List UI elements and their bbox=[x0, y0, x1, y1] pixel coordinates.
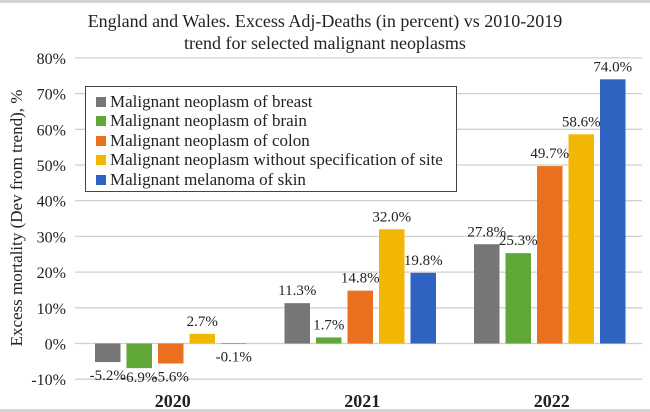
legend-swatch-colon bbox=[96, 135, 106, 146]
data-label-breast-2022: 27.8% bbox=[467, 224, 506, 240]
bar-colon-2022 bbox=[537, 166, 563, 344]
data-label-colon-2021: 14.8% bbox=[341, 271, 380, 287]
legend-label-melanoma: Malignant melanoma of skin bbox=[110, 169, 306, 189]
y-tick-label: 0% bbox=[45, 337, 66, 354]
bar-melanoma-2021 bbox=[410, 272, 436, 344]
legend-item-melanoma: Malignant melanoma of skin bbox=[96, 170, 456, 190]
bar-brain-2020 bbox=[126, 343, 152, 369]
y-tick-label: 30% bbox=[37, 229, 66, 246]
x-tick-label: 2022 bbox=[534, 391, 570, 411]
y-tick-label: 20% bbox=[37, 265, 66, 282]
legend-label-colon: Malignant neoplasm of colon bbox=[110, 130, 310, 150]
data-label-unspecified-2021: 32.0% bbox=[372, 209, 411, 225]
x-tick-labels: 2020 2021 2022 bbox=[155, 391, 570, 411]
y-tick-label: 60% bbox=[37, 122, 66, 139]
bar-melanoma-2022 bbox=[600, 79, 626, 344]
data-label-unspecified-2022: 58.6% bbox=[562, 114, 601, 130]
x-tick-label: 2020 bbox=[155, 391, 191, 411]
bar-unspecified-2020 bbox=[189, 333, 215, 344]
y-tick-label: 10% bbox=[37, 301, 66, 318]
bar-brain-2022 bbox=[505, 253, 531, 344]
chart-title: England and Wales. Excess Adj-Deaths (in… bbox=[0, 10, 650, 54]
data-label-melanoma-2021: 19.8% bbox=[404, 253, 443, 269]
legend-swatch-melanoma bbox=[96, 174, 106, 185]
data-label-brain-2021: 1.7% bbox=[313, 317, 344, 333]
data-labels: -5.2%-6.9%-5.6% 2.7% -0.1% 11.3% 1.7% 14.8% 32… bbox=[90, 59, 633, 386]
data-label-breast-2020: -5.2% bbox=[90, 368, 126, 384]
legend-label-brain: Malignant neoplasm of brain bbox=[110, 111, 307, 131]
y-tick-label: 50% bbox=[37, 158, 66, 175]
bar-colon-2021 bbox=[347, 290, 373, 344]
data-label-brain-2022: 25.3% bbox=[499, 233, 538, 249]
data-label-melanoma-2020: -0.1% bbox=[216, 350, 252, 366]
legend-label-breast: Malignant neoplasm of breast bbox=[110, 91, 313, 111]
legend-label-unspecified: Malignant neoplasm without specification… bbox=[110, 150, 443, 170]
bar-breast-2021 bbox=[284, 303, 310, 344]
bars bbox=[95, 79, 626, 369]
bar-unspecified-2022 bbox=[568, 134, 594, 344]
y-tick-label: 80% bbox=[37, 51, 66, 68]
bar-breast-2022 bbox=[474, 244, 500, 344]
legend-swatch-brain bbox=[96, 116, 106, 127]
x-tick-label: 2021 bbox=[344, 391, 380, 411]
y-tick-label: 40% bbox=[37, 194, 66, 211]
bar-brain-2021 bbox=[316, 337, 342, 344]
y-tick-labels: -10% 0% 10% 20% 30% 40% 50% 60% 70% 80% bbox=[31, 51, 66, 389]
data-label-colon-2020: -5.6% bbox=[153, 369, 189, 385]
chart-title-line-1: England and Wales. Excess Adj-Deaths (in… bbox=[87, 11, 563, 31]
legend-swatch-unspecified bbox=[96, 155, 106, 166]
legend-item-breast: Malignant neoplasm of breast bbox=[96, 92, 456, 112]
y-tick-label: 70% bbox=[37, 87, 66, 104]
legend-swatch-breast bbox=[96, 96, 106, 107]
y-axis-label: Excess mortality (Dev from trend), % bbox=[7, 90, 26, 347]
legend-item-brain: Malignant neoplasm of brain bbox=[96, 111, 456, 132]
bar-colon-2020 bbox=[158, 343, 184, 364]
data-label-brain-2020: -6.9% bbox=[121, 370, 157, 386]
legend-item-unspecified: Malignant neoplasm without specification… bbox=[96, 150, 456, 171]
data-label-colon-2022: 49.7% bbox=[530, 146, 569, 162]
bar-breast-2020 bbox=[95, 343, 121, 363]
chart-title-line-2: trend for selected malignant neoplasms bbox=[184, 33, 466, 53]
y-tick-label: -10% bbox=[31, 372, 66, 389]
data-label-melanoma-2022: 74.0% bbox=[593, 59, 632, 75]
data-label-unspecified-2020: 2.7% bbox=[187, 314, 218, 330]
legend: Malignant neoplasm of breast Malignant n… bbox=[85, 86, 457, 192]
data-label-breast-2021: 11.3% bbox=[278, 283, 316, 299]
bar-unspecified-2021 bbox=[379, 229, 405, 344]
legend-item-colon: Malignant neoplasm of colon bbox=[96, 131, 456, 151]
